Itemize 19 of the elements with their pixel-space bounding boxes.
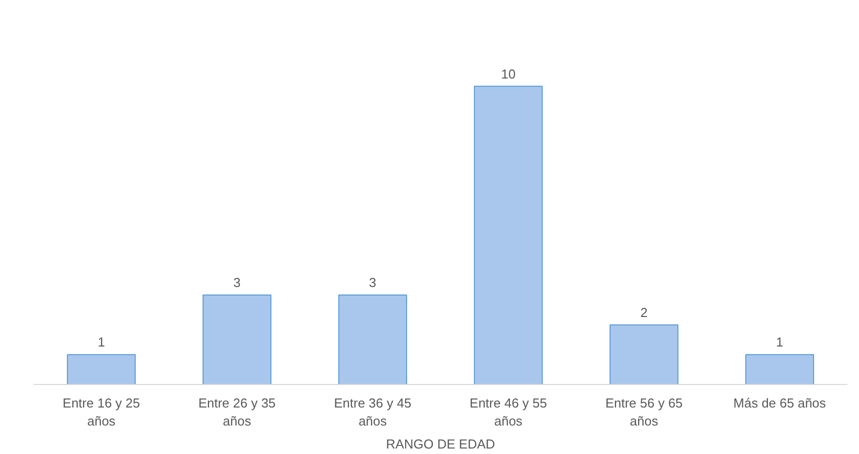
bar [338, 294, 408, 384]
data-label: 3 [369, 275, 376, 290]
data-label: 1 [98, 334, 105, 350]
x-tick-label: Entre 16 y 25 años [62, 396, 140, 428]
bar [474, 86, 543, 384]
bar [610, 324, 678, 384]
data-label: 1 [776, 334, 784, 350]
data-label: 2 [640, 304, 648, 320]
x-tick-label: Entre 26 y 35 años [198, 396, 276, 428]
x-axis-title: RANGO DE EDAD [386, 436, 496, 452]
x-tick-label: Entre 56 y 65 años [605, 396, 683, 428]
x-tick-label: Entre 36 y 45 años [334, 396, 412, 428]
bar [745, 354, 814, 384]
data-label: 3 [233, 275, 241, 290]
data-label: 10 [501, 66, 516, 82]
x-tick-label: Entre 46 y 55 años [470, 396, 547, 428]
bar [202, 294, 272, 384]
x-tick-label: Más de 65 años [733, 396, 826, 410]
bar [66, 354, 136, 384]
